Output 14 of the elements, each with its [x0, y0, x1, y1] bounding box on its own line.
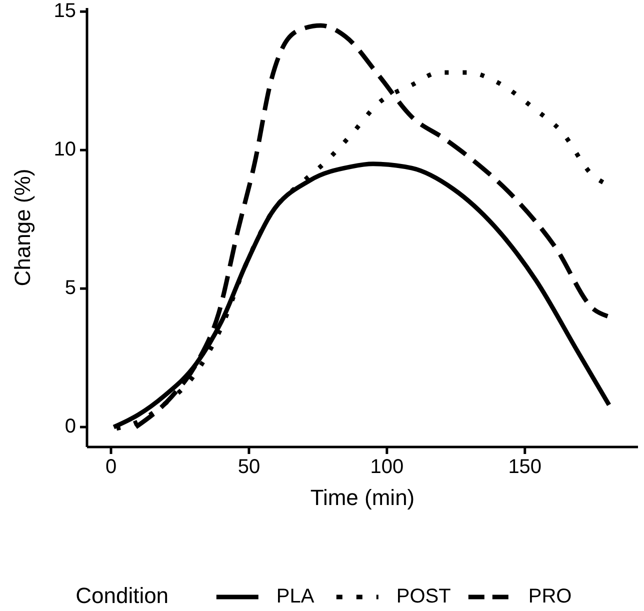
- x-tick-label: 100: [370, 456, 404, 478]
- x-tick-label: 50: [238, 456, 260, 478]
- legend-label: PRO: [528, 585, 572, 608]
- legend-title: Condition: [76, 582, 169, 608]
- y-tick-label: 0: [64, 415, 76, 438]
- legend-label: PLA: [276, 585, 315, 608]
- y-tick-label: 10: [54, 138, 76, 160]
- legend-label: POST: [396, 585, 451, 608]
- y-axis-title: Change (%): [10, 168, 35, 286]
- x-tick-label: 0: [105, 456, 117, 478]
- x-tick-label: 150: [508, 456, 542, 478]
- x-axis-title: Time (min): [310, 485, 415, 510]
- y-tick-label: 5: [64, 276, 76, 299]
- y-tick-label: 15: [54, 0, 76, 22]
